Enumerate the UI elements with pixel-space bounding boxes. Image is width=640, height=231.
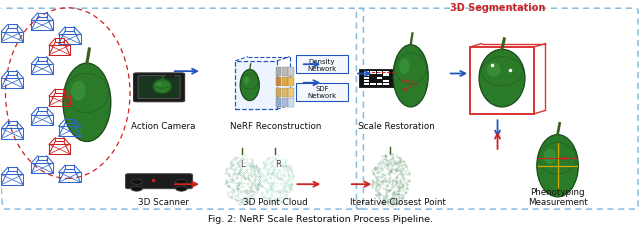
Bar xyxy=(289,78,294,87)
Bar xyxy=(49,145,70,154)
Bar xyxy=(358,70,394,87)
Bar xyxy=(383,83,388,85)
FancyBboxPatch shape xyxy=(296,83,348,101)
Bar xyxy=(49,97,70,106)
Bar xyxy=(364,80,369,83)
Bar xyxy=(276,68,282,76)
Bar xyxy=(289,88,294,97)
Ellipse shape xyxy=(175,186,187,191)
FancyBboxPatch shape xyxy=(296,56,348,74)
Bar xyxy=(377,72,382,74)
Bar xyxy=(1,129,23,139)
Bar xyxy=(55,39,64,43)
Bar xyxy=(377,83,382,85)
Bar xyxy=(65,119,74,124)
Bar xyxy=(38,156,47,160)
Bar xyxy=(8,25,17,29)
Text: Action Camera: Action Camera xyxy=(131,122,196,131)
Bar xyxy=(383,75,388,77)
Bar xyxy=(31,163,53,173)
Bar xyxy=(31,115,53,125)
Text: Iterative Closest Point: Iterative Closest Point xyxy=(350,197,446,206)
Bar xyxy=(282,68,288,76)
Ellipse shape xyxy=(156,83,162,86)
Text: R: R xyxy=(276,159,282,168)
Bar xyxy=(377,78,382,80)
Ellipse shape xyxy=(131,179,143,185)
Bar xyxy=(1,175,23,185)
Bar xyxy=(364,83,369,85)
Ellipse shape xyxy=(166,76,174,78)
Bar xyxy=(49,46,70,55)
Text: Phenotyping
Measurement: Phenotyping Measurement xyxy=(528,187,588,206)
Bar xyxy=(276,78,282,87)
Bar xyxy=(371,72,376,74)
Text: 3D Segmentation: 3D Segmentation xyxy=(450,3,545,13)
Text: 3D Scanner: 3D Scanner xyxy=(138,197,189,206)
Ellipse shape xyxy=(63,64,111,142)
Bar xyxy=(383,80,388,83)
Bar xyxy=(65,27,74,32)
Bar xyxy=(383,72,388,74)
Bar xyxy=(470,48,534,114)
Bar xyxy=(276,88,282,97)
Bar xyxy=(282,99,288,107)
Ellipse shape xyxy=(537,135,579,197)
Text: NeRF Reconstruction: NeRF Reconstruction xyxy=(230,122,321,131)
FancyBboxPatch shape xyxy=(134,74,184,102)
FancyBboxPatch shape xyxy=(236,61,277,110)
Bar xyxy=(31,64,53,75)
Bar xyxy=(55,90,64,94)
Ellipse shape xyxy=(243,77,249,85)
Bar xyxy=(276,99,282,107)
Bar xyxy=(8,168,17,172)
Ellipse shape xyxy=(71,81,86,101)
Ellipse shape xyxy=(479,50,525,107)
Bar xyxy=(364,78,369,80)
Text: Loss: Loss xyxy=(401,79,415,84)
Bar xyxy=(59,127,81,137)
Bar xyxy=(289,68,294,76)
Ellipse shape xyxy=(544,149,556,164)
Bar xyxy=(282,88,288,97)
Bar xyxy=(59,35,81,45)
Ellipse shape xyxy=(393,46,428,107)
Ellipse shape xyxy=(399,59,410,75)
Bar xyxy=(38,108,47,112)
Bar xyxy=(31,21,53,31)
Ellipse shape xyxy=(487,63,500,77)
Bar xyxy=(38,14,47,18)
Text: Density
Network: Density Network xyxy=(307,58,337,71)
Text: Fig. 2: NeRF Scale Restoration Process Pipeline.: Fig. 2: NeRF Scale Restoration Process P… xyxy=(207,214,433,223)
Bar xyxy=(59,173,81,182)
Bar xyxy=(289,99,294,107)
FancyBboxPatch shape xyxy=(138,76,180,99)
Bar xyxy=(8,122,17,126)
Bar xyxy=(1,78,23,88)
Bar xyxy=(364,75,369,77)
FancyBboxPatch shape xyxy=(125,174,193,189)
Bar xyxy=(65,165,74,169)
Text: 3D Point Cloud: 3D Point Cloud xyxy=(243,197,308,206)
Bar xyxy=(55,138,64,142)
Ellipse shape xyxy=(240,70,259,101)
Bar xyxy=(364,72,369,74)
Bar xyxy=(1,32,23,43)
Ellipse shape xyxy=(153,79,172,94)
Ellipse shape xyxy=(131,186,143,191)
Ellipse shape xyxy=(175,179,187,185)
Bar xyxy=(38,58,47,61)
Bar xyxy=(282,78,288,87)
Bar xyxy=(371,83,376,85)
Bar xyxy=(8,71,17,75)
Text: SDF
Network: SDF Network xyxy=(307,86,337,99)
Text: L: L xyxy=(240,159,244,168)
Text: Scale Restoration: Scale Restoration xyxy=(358,122,435,131)
